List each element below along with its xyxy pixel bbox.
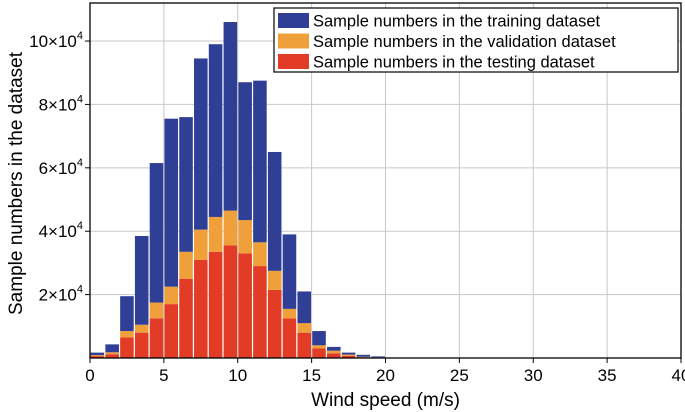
bar-series-2-bin-16 [327,346,341,351]
x-axis-label: Wind speed (m/s) [311,390,460,411]
bar-series-0-bin-5 [164,304,179,358]
bar-series-1-bin-8 [208,216,223,252]
bar-series-1-bin-13 [282,308,297,319]
bar-series-0-bin-13 [282,318,297,358]
x-tick-label: 15 [302,366,321,385]
bar-series-2-bin-14 [297,291,312,324]
bar-series-0-bin-9 [223,245,238,358]
bar-series-1-bin-18 [356,356,371,358]
bar-series-2-bin-8 [208,44,223,217]
x-tick-label: 35 [598,366,617,385]
bar-series-1-bin-1 [105,352,119,355]
bar-series-0-bin-15 [312,348,326,358]
bar-series-0-bin-0 [90,356,105,358]
bar-series-0-bin-8 [208,251,223,358]
legend: Sample numbers in the training dataset Sa… [273,7,679,73]
bar-series-2-bin-10 [238,82,252,221]
bar-series-0-bin-1 [105,354,119,358]
bar-series-2-bin-1 [105,344,119,353]
bar-series-1-bin-3 [134,324,149,333]
bar-series-2-bin-0 [90,352,105,356]
bar-series-2-bin-11 [253,80,267,243]
x-tick-label: 10 [228,366,247,385]
y-tick-label: 2×104 [39,284,83,305]
legend-label: Sample numbers in the validation dataset [313,33,616,51]
bar-series-1-bin-2 [120,331,134,338]
x-tick-label: 5 [159,366,168,385]
bar-series-2-bin-2 [120,296,134,332]
stacked-bars [90,22,385,358]
bar-series-2-bin-15 [312,331,326,346]
bar-series-2-bin-18 [356,354,371,357]
bar-series-0-bin-3 [134,332,149,358]
bar-series-1-bin-15 [312,345,326,349]
y-tick-label: 6×104 [39,157,83,178]
y-tick-label: 10×104 [29,30,83,51]
bar-series-2-bin-4 [149,163,164,303]
y-axis-ticks: 2×104 4×104 6×104 8×104 10×104 [29,30,90,305]
legend-box [273,7,679,73]
bar-series-2-bin-3 [134,235,149,325]
bar-series-2-bin-6 [179,117,193,252]
x-axis-ticks: 0 5 10 15 20 25 30 35 40 [85,358,685,385]
bar-series-0-bin-7 [194,259,208,358]
bar-series-0-bin-11 [253,266,267,358]
x-tick-label: 20 [376,366,395,385]
bar-series-1-bin-14 [297,323,312,333]
bar-series-1-bin-11 [253,242,267,267]
bar-series-1-bin-12 [267,270,282,290]
bar-series-0-bin-4 [149,318,164,358]
bar-series-2-bin-12 [267,151,282,271]
bar-series-2-bin-17 [341,352,356,355]
x-tick-label: 0 [85,366,94,385]
x-tick-label: 25 [450,366,469,385]
bar-series-1-bin-17 [341,354,356,356]
bar-series-2-bin-19 [371,356,385,358]
x-tick-label: 40 [672,366,685,385]
bar-series-0-bin-2 [120,337,134,358]
bar-series-1-bin-9 [223,210,238,246]
legend-label: Sample numbers in the testing dataset [313,54,595,72]
bar-series-2-bin-7 [194,58,208,230]
legend-swatch [278,13,309,28]
bar-series-1-bin-4 [149,302,164,319]
y-tick-label: 8×104 [39,93,83,114]
bar-series-1-bin-10 [238,220,252,254]
bar-series-2-bin-13 [282,234,297,309]
bar-series-0-bin-12 [267,289,282,358]
bar-series-1-bin-7 [194,229,208,260]
bar-series-1-bin-0 [90,355,105,357]
bar-series-0-bin-6 [179,278,193,358]
bar-series-2-bin-9 [223,22,238,211]
legend-swatch [278,54,309,69]
x-tick-label: 30 [524,366,543,385]
legend-label: Sample numbers in the training dataset [313,13,600,31]
bar-series-0-bin-14 [297,332,312,358]
legend-swatch [278,33,309,49]
bar-series-0-bin-17 [341,355,356,358]
bar-series-1-bin-5 [164,286,179,305]
bar-series-2-bin-5 [164,118,179,287]
bar-series-1-bin-16 [327,350,341,354]
y-axis-label: Sample numbers in the dataset [6,51,27,315]
bar-series-0-bin-16 [327,353,341,358]
bar-series-0-bin-10 [238,253,252,358]
bar-series-1-bin-6 [179,251,193,279]
y-tick-label: 4×104 [39,220,83,241]
